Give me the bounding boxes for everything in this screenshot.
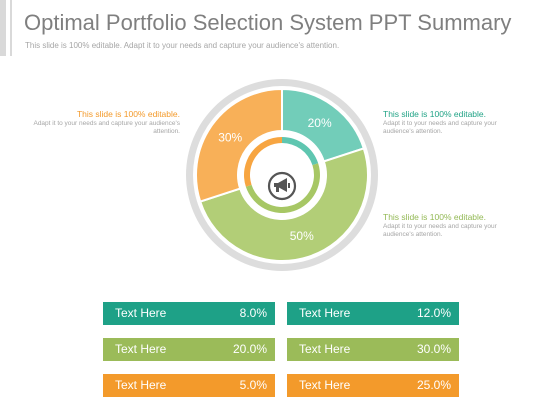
callout-right-bottom-heading: This slide is 100% editable. bbox=[383, 212, 487, 222]
value-box-value: 20.0% bbox=[232, 342, 267, 356]
callout-right-top-body: Adapt it to your needs and capture your … bbox=[383, 120, 497, 135]
callout-left-heading: This slide is 100% editable. bbox=[76, 109, 180, 119]
value-box-label: Text Here bbox=[299, 306, 351, 320]
inner-ring-segment bbox=[245, 163, 320, 213]
donut-slice-labels: 20% 50% 30% bbox=[218, 116, 332, 243]
value-box-value: 8.0% bbox=[239, 306, 267, 320]
value-box-3: Text Here 20.0% bbox=[103, 338, 275, 361]
value-box-label: Text Here bbox=[115, 306, 167, 320]
callout-left-body: Adapt it to your needs and capture your … bbox=[33, 120, 180, 135]
value-box-value: 5.0% bbox=[239, 378, 267, 392]
page-title: Optimal Portfolio Selection System PPT S… bbox=[24, 10, 512, 35]
value-box-6: Text Here 25.0% bbox=[287, 374, 459, 397]
callout-left: This slide is 100% editable. Adapt it to… bbox=[30, 109, 180, 136]
callout-right-top-heading: This slide is 100% editable. bbox=[383, 109, 487, 119]
slice-label: 30% bbox=[218, 130, 242, 144]
value-box-label: Text Here bbox=[299, 378, 351, 392]
slice-label: 20% bbox=[308, 116, 332, 130]
value-box-label: Text Here bbox=[115, 378, 167, 392]
callout-right-bottom-body: Adapt it to your needs and capture your … bbox=[383, 223, 497, 238]
value-box-label: Text Here bbox=[299, 342, 351, 356]
value-box-value: 25.0% bbox=[416, 378, 451, 392]
inner-ring-segment bbox=[244, 137, 282, 187]
value-box-value: 30.0% bbox=[416, 342, 451, 356]
callout-right-top: This slide is 100% editable. Adapt it to… bbox=[383, 109, 508, 136]
value-box-2: Text Here 12.0% bbox=[287, 302, 459, 325]
value-box-label: Text Here bbox=[115, 342, 167, 356]
slice-label: 50% bbox=[290, 229, 314, 243]
value-box-5: Text Here 5.0% bbox=[103, 374, 275, 397]
page-subtitle: This slide is 100% editable. Adapt it to… bbox=[25, 41, 340, 50]
value-box-1: Text Here 8.0% bbox=[103, 302, 275, 325]
megaphone-icon bbox=[267, 171, 297, 201]
value-box-value: 12.0% bbox=[416, 306, 451, 320]
inner-ring-segment bbox=[282, 137, 319, 166]
donut-chart: 20% 50% 30% bbox=[186, 79, 378, 271]
callout-right-bottom: This slide is 100% editable. Adapt it to… bbox=[383, 212, 508, 239]
value-box-4: Text Here 30.0% bbox=[287, 338, 459, 361]
accent-bar bbox=[0, 0, 12, 56]
donut-inner-ring bbox=[244, 137, 320, 213]
